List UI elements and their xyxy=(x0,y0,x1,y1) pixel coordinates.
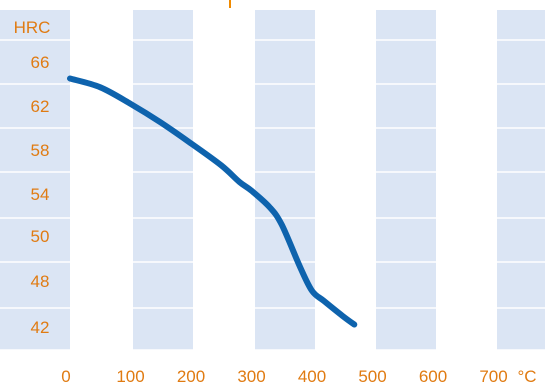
y-tick-label: 58 xyxy=(31,141,50,160)
x-tick-label: 200 xyxy=(177,367,205,386)
y-axis-ticks: 66 62 58 54 50 48 42 xyxy=(31,53,50,337)
chart-band-5 xyxy=(497,10,545,350)
y-tick-label: 54 xyxy=(31,185,50,204)
chart-band-2 xyxy=(133,10,193,350)
x-tick-label: 0 xyxy=(61,367,70,386)
y-tick-label: 66 xyxy=(31,53,50,72)
x-tick-label: 500 xyxy=(358,367,386,386)
hardness-curve xyxy=(67,75,358,328)
chart-band-1 xyxy=(0,10,70,350)
x-tick-label: 700 xyxy=(479,367,507,386)
y-tick-label: 62 xyxy=(31,97,50,116)
y-unit-label: HRC xyxy=(14,18,51,37)
y-tick-label: 50 xyxy=(31,227,50,246)
x-tick-label: 100 xyxy=(116,367,144,386)
chart-band-4 xyxy=(376,10,436,350)
x-tick-label: 400 xyxy=(298,367,326,386)
x-axis-ticks: 0 100 200 300 400 500 600 700 xyxy=(61,367,507,386)
y-tick-label: 48 xyxy=(31,272,50,291)
x-tick-label: 300 xyxy=(237,367,265,386)
chart-bands xyxy=(0,10,545,350)
x-unit-label: °C xyxy=(517,367,536,386)
chart-band-3 xyxy=(255,10,315,350)
y-tick-label: 42 xyxy=(31,318,50,337)
x-tick-label: 600 xyxy=(419,367,447,386)
